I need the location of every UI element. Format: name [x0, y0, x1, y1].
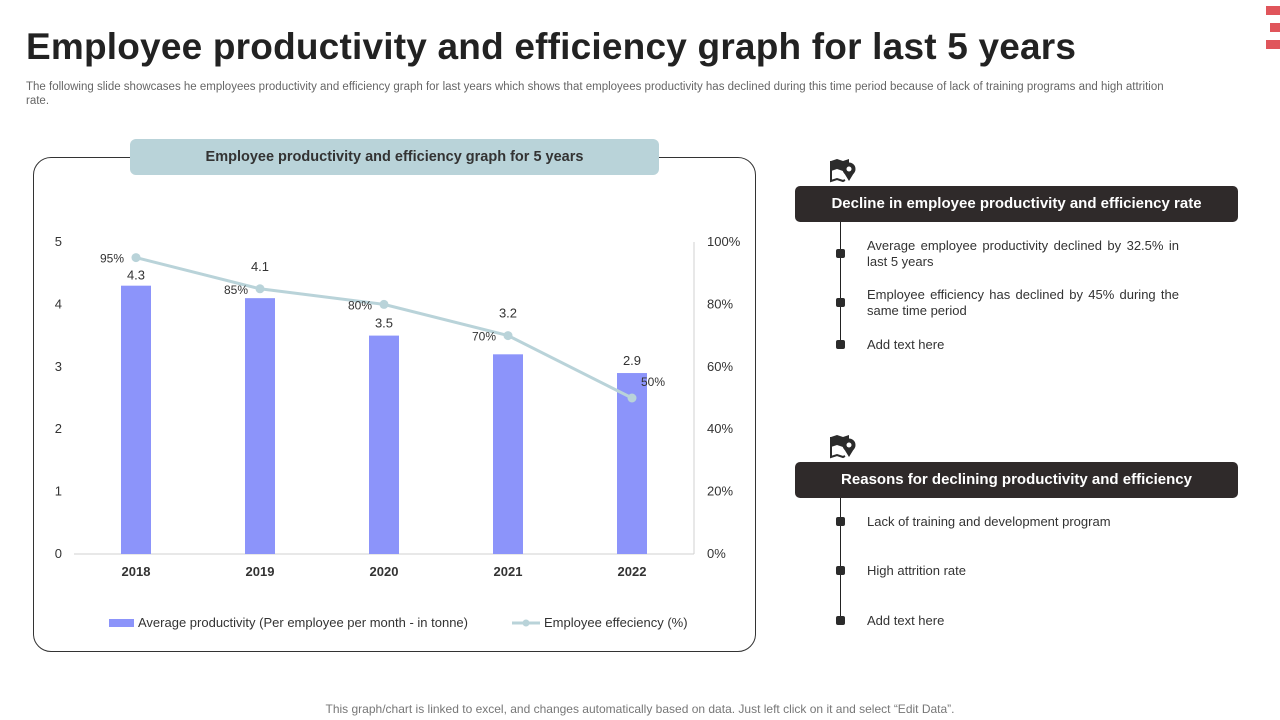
bullet-dot [836, 616, 845, 625]
y-left-tick-label: 4 [55, 296, 62, 311]
y-left-tick-label: 5 [55, 234, 62, 249]
y-right-tick-label: 0% [707, 546, 726, 561]
list-item: Employee efficiency has declined by 45% … [867, 287, 1179, 318]
y-left-tick-label: 1 [55, 484, 62, 499]
map-pin-icon [830, 159, 856, 183]
list-item: Add text here [867, 613, 945, 628]
bar-data-label: 4.1 [251, 259, 269, 274]
list-item: Average employee productivity declined b… [867, 238, 1179, 269]
line-point [627, 393, 637, 403]
map-pin-icon [830, 435, 856, 459]
y-left-tick-label: 0 [55, 546, 62, 561]
panel-header-decline: Decline in employee productivity and eff… [795, 186, 1238, 222]
y-right-tick-label: 60% [707, 359, 733, 374]
x-tick-label: 2018 [122, 564, 151, 579]
y-right-tick-label: 100% [707, 234, 741, 249]
timeline-line [840, 222, 842, 348]
bullet-dot [836, 566, 845, 575]
page-title: Employee productivity and efficiency gra… [26, 26, 1077, 67]
x-tick-label: 2022 [618, 564, 647, 579]
chart-header: Employee productivity and efficiency gra… [130, 139, 659, 175]
legend-bar-label: Average productivity (Per employee per m… [138, 615, 468, 630]
line-data-label: 80% [348, 298, 372, 312]
line-point [131, 253, 141, 263]
panel-header-reasons: Reasons for declining productivity and e… [795, 462, 1238, 498]
bar-data-label: 2.9 [623, 353, 641, 368]
page-subtitle: The following slide showcases he employe… [26, 81, 1164, 107]
bar [369, 335, 399, 554]
timeline-line [840, 498, 842, 624]
bullet-dot [836, 249, 845, 258]
bullet-dot [836, 298, 845, 307]
line-data-label: 70% [472, 330, 496, 344]
legend-line-label: Employee effeciency (%) [544, 615, 688, 630]
bar [617, 373, 647, 554]
list-item: High attrition rate [867, 563, 966, 578]
list-item: Add text here [867, 337, 945, 352]
y-right-tick-label: 80% [707, 296, 733, 311]
bar-data-label: 3.2 [499, 306, 517, 321]
bullet-dot [836, 340, 845, 349]
line-data-label: 85% [224, 283, 248, 297]
x-tick-label: 2021 [494, 564, 523, 579]
corner-decoration [1266, 6, 1280, 57]
y-left-tick-label: 2 [55, 421, 62, 436]
bar [245, 298, 275, 554]
line-data-label: 95% [100, 252, 124, 266]
y-right-tick-label: 20% [707, 484, 733, 499]
x-tick-label: 2020 [370, 564, 399, 579]
line-point [503, 331, 513, 341]
y-left-tick-label: 3 [55, 359, 62, 374]
line-data-label: 50% [641, 375, 665, 389]
bar-data-label: 4.3 [127, 268, 145, 283]
bar [121, 285, 151, 554]
x-tick-label: 2019 [246, 564, 275, 579]
bar-data-label: 3.5 [375, 316, 393, 331]
bar [493, 354, 523, 554]
line-point [379, 299, 389, 309]
list-item: Lack of training and development program [867, 514, 1111, 529]
legend-line-marker [522, 619, 530, 627]
line-point [255, 284, 265, 294]
footer-note: This graph/chart is linked to excel, and… [325, 702, 955, 716]
legend-bar-swatch [109, 619, 134, 627]
bullet-dot [836, 517, 845, 526]
y-right-tick-label: 40% [707, 421, 733, 436]
